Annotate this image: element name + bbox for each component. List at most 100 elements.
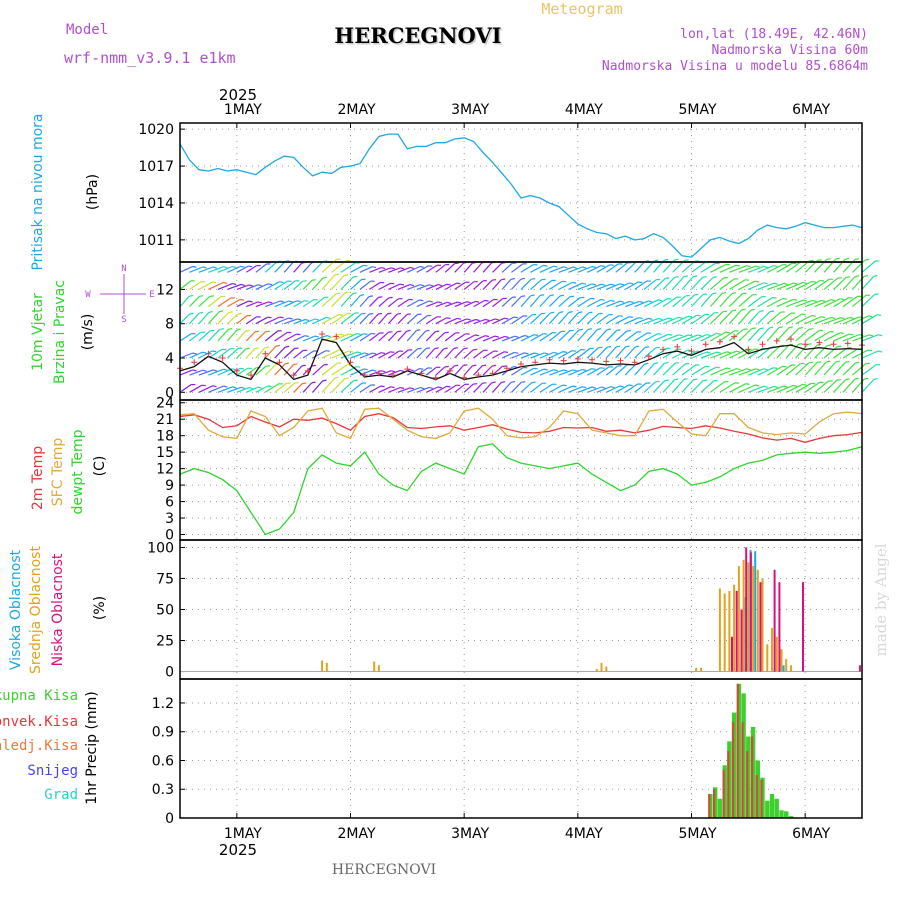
wind-barb-tip <box>716 351 722 354</box>
wind-barb <box>823 361 837 376</box>
wind-barb-tip <box>750 308 755 311</box>
wind-barb <box>568 386 583 393</box>
wind-barb <box>511 263 524 273</box>
wind-barb-tip <box>736 264 741 267</box>
wind-barb-tip <box>311 381 316 384</box>
wind-barb-tip <box>726 367 731 370</box>
wind-barb <box>767 297 784 308</box>
wind-barb <box>473 299 485 308</box>
wind-barb <box>463 318 476 325</box>
wind-barb <box>293 383 303 393</box>
wind-barb-tip <box>674 362 679 364</box>
wind-barb <box>785 363 801 376</box>
wind-barb-tip <box>706 351 711 354</box>
wind-barb-tip <box>419 368 424 370</box>
wind-barb-tip <box>742 292 747 295</box>
wind-barb <box>236 387 250 393</box>
wind-barb <box>198 295 211 308</box>
rain-conv-bar <box>727 750 730 818</box>
low_cloud-bar <box>759 582 762 672</box>
wind-barb <box>426 301 439 308</box>
wind-barb <box>605 329 618 342</box>
wind-barb <box>729 265 747 273</box>
wind-barb <box>236 348 247 359</box>
wind-barb-tip <box>223 385 228 388</box>
rain-total-bar <box>774 798 779 818</box>
wind-barb-tip <box>597 328 602 331</box>
wind-barb-tip <box>352 292 357 295</box>
y-tick-label: 0.3 <box>152 782 174 798</box>
wind-barb-tip <box>202 266 207 269</box>
wind-barb <box>757 327 770 342</box>
wind-barb <box>350 264 364 273</box>
wind-barb <box>747 328 761 342</box>
rain-conv-bar <box>722 770 725 818</box>
wind-barb <box>568 297 581 308</box>
wind-barb-tip <box>687 315 693 318</box>
wind-barb-tip <box>562 384 567 387</box>
x-tick-label-top: 1MAY <box>224 102 262 118</box>
wind-barb-tip <box>293 363 298 366</box>
wind-barb <box>369 267 382 273</box>
wind-barb <box>350 295 361 307</box>
wind-barb <box>606 385 620 393</box>
wind-barb <box>520 295 532 308</box>
wind-barb <box>416 386 430 393</box>
wind-barb-tip <box>587 328 593 331</box>
wind-barb-tip <box>228 328 233 330</box>
wind-barb <box>767 365 783 376</box>
wind-barb-tip <box>390 370 396 373</box>
wind-barb <box>757 311 771 325</box>
wind-barb-tip <box>428 300 433 303</box>
wind-barb <box>729 383 746 393</box>
wind-barb <box>397 298 410 308</box>
wind-barb-tip <box>406 329 411 332</box>
wind-barb <box>681 294 695 308</box>
wind-barb-tip <box>820 279 825 282</box>
wind-barb-tip <box>268 301 273 304</box>
wind-barb <box>729 349 747 359</box>
wind-barb-tip <box>232 386 237 389</box>
meteogram-subtitle: Meteogram <box>541 0 622 18</box>
wind-barb <box>425 366 437 376</box>
wind-barb-tip <box>716 366 721 369</box>
wind-barb <box>539 351 555 359</box>
wind-barb <box>425 316 438 325</box>
wind-barb <box>416 330 427 342</box>
wind-barb <box>596 283 612 290</box>
wind-barb-tip <box>877 314 882 316</box>
wind-barb <box>444 263 456 273</box>
wind-barb <box>549 266 564 273</box>
wind-barb-tip <box>755 368 760 371</box>
wind-barb <box>482 350 495 359</box>
wind-barb <box>189 281 202 290</box>
wind-barb <box>198 385 213 393</box>
wind-barb-tip <box>625 345 630 348</box>
wind-barb <box>407 299 420 308</box>
wind-barb <box>833 258 846 273</box>
wind-barb <box>653 362 665 376</box>
wind-barb <box>274 363 286 376</box>
wind-barb <box>568 282 583 290</box>
wind-barb-tip <box>609 264 614 266</box>
wind-barb <box>236 367 249 376</box>
gust-marker <box>404 366 411 373</box>
wind-barb <box>530 352 545 359</box>
wind-barb-tip <box>381 370 386 373</box>
wind-barb <box>208 385 224 393</box>
wind-barb-tip <box>572 369 577 372</box>
wind-barb <box>539 295 551 308</box>
y-tick-label: 18 <box>156 429 174 445</box>
wind-barb <box>615 346 627 359</box>
wind-barb <box>482 335 496 342</box>
rain-conv-bar <box>731 722 735 818</box>
wind-barb-tip <box>821 316 826 319</box>
wind-barb <box>804 299 822 308</box>
mid_cloud-bar <box>695 667 698 672</box>
wind-barb <box>710 331 726 342</box>
wind-barb <box>615 330 628 342</box>
wind-barb-tip <box>437 301 443 304</box>
wind-barb <box>530 264 544 273</box>
mid_cloud-bar <box>771 628 773 672</box>
wind-barb-tip <box>773 367 778 370</box>
